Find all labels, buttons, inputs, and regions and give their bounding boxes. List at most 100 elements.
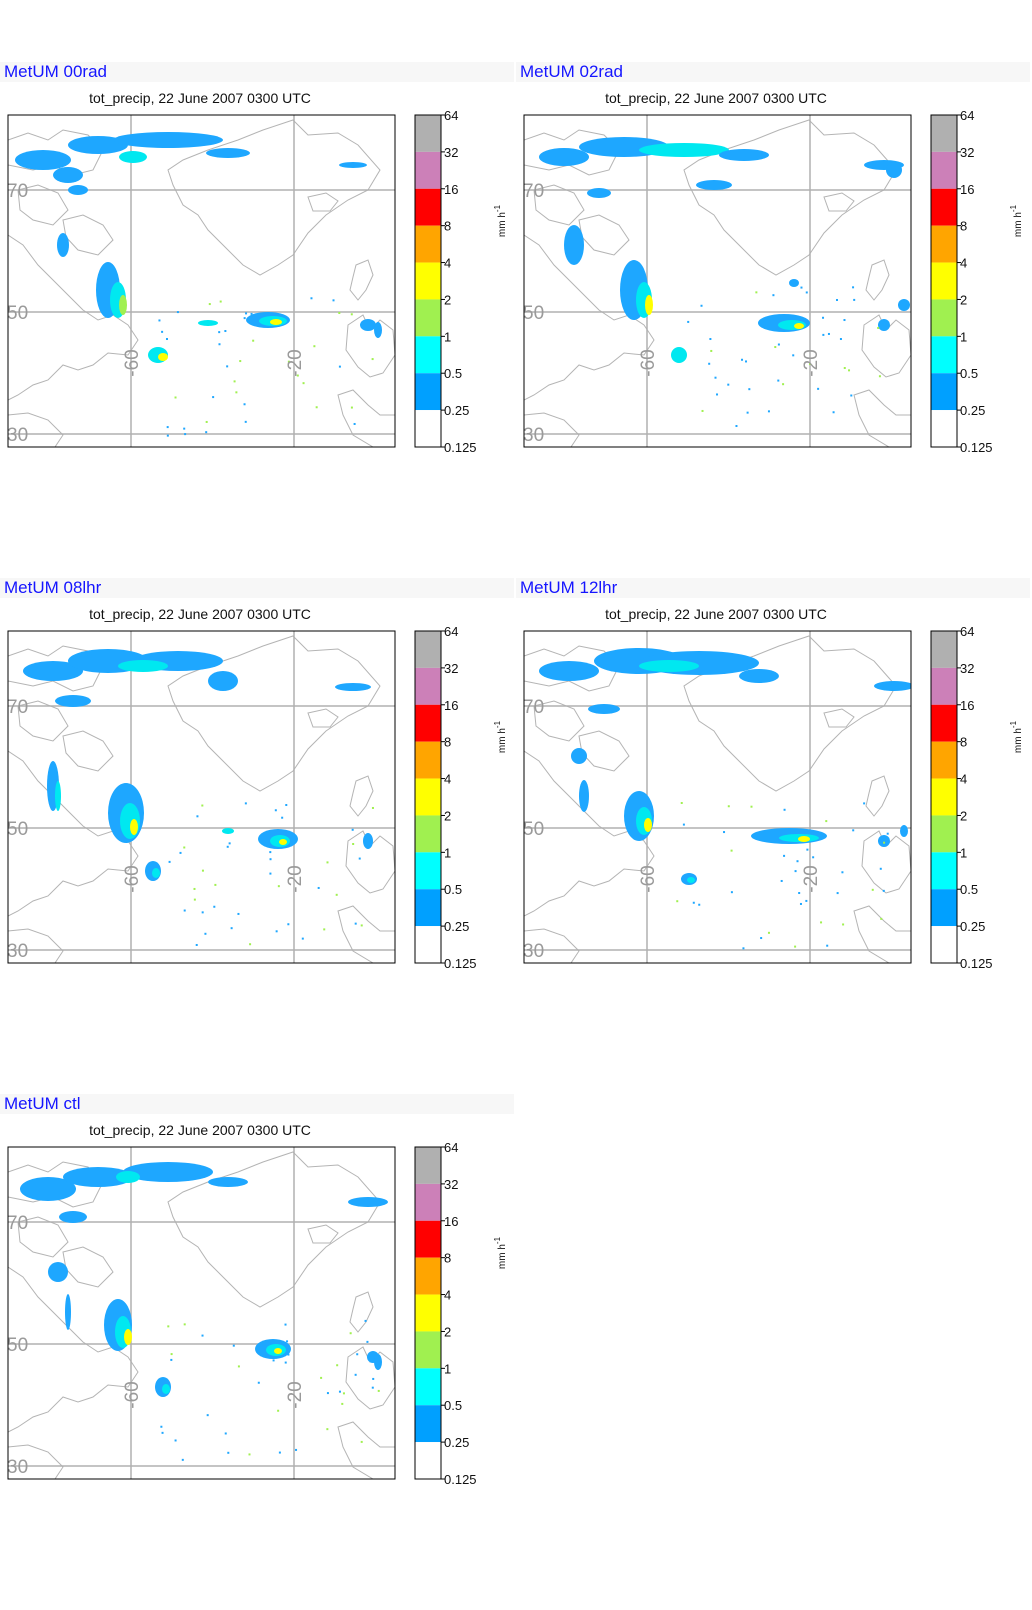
precip-spot — [230, 927, 233, 930]
colorbar-segment — [415, 1331, 441, 1369]
precip-area-light — [348, 1197, 388, 1207]
precip-spot — [335, 893, 338, 896]
colorbar-level-label: 4 — [444, 772, 451, 787]
precip-spot — [269, 872, 272, 875]
colorbar-level-label: 16 — [444, 182, 458, 197]
colorbar-level-label: 64 — [444, 624, 458, 639]
precip-spot — [683, 877, 686, 880]
precip-spot — [832, 411, 835, 414]
colorbar-segment — [931, 336, 957, 374]
precip-spot — [352, 843, 355, 846]
precip-spot — [746, 411, 749, 414]
colorbar-segment — [415, 1220, 441, 1258]
precip-area-light — [48, 1262, 68, 1282]
precip-spot — [326, 1392, 329, 1395]
colorbar-segment — [931, 704, 957, 742]
map-frame — [7, 630, 396, 964]
precip-spot — [317, 886, 320, 889]
precip-spot — [852, 829, 855, 832]
precip-spot — [358, 857, 361, 860]
precip-spot — [783, 808, 786, 811]
precip-spot — [780, 879, 783, 882]
colorbar-level-label: 1 — [444, 1361, 451, 1376]
precip-spot — [232, 1344, 235, 1347]
coastline — [853, 389, 911, 447]
colorbar-segment — [415, 704, 441, 742]
map-plot: 70 50 30 -60 -20 64 32 16 8 4 2 1 0.5 0.25 0.125 mm h-1 — [523, 624, 1024, 971]
precip-spot — [224, 330, 227, 333]
precip-area-light — [68, 185, 88, 195]
precip-area-light — [900, 825, 908, 837]
coastline — [853, 905, 911, 963]
colorbar-level-label: 0.5 — [960, 882, 978, 897]
colorbar-segment — [415, 1257, 441, 1295]
precip-spot — [714, 376, 717, 379]
colorbar-level-label: 1 — [444, 329, 451, 344]
colorbar-segment — [931, 631, 957, 668]
colorbar-level-label: 0.125 — [960, 440, 993, 455]
colorbar-segment — [931, 852, 957, 890]
precip-spot — [244, 802, 247, 805]
precip-spot — [208, 303, 211, 306]
precip-spot — [237, 912, 240, 915]
precip-spot — [774, 346, 777, 349]
precip-area-moderate — [162, 1384, 170, 1394]
precip-spot — [356, 1353, 359, 1356]
precip-spot — [166, 426, 169, 429]
precip-spot — [237, 1365, 240, 1368]
precip-spot — [278, 1451, 281, 1454]
precip-spot — [796, 860, 799, 863]
precip-spot — [228, 842, 231, 845]
precip-spot — [205, 431, 208, 434]
precip-spot — [181, 1458, 184, 1461]
colorbar-unit-label: mm h-1 — [493, 204, 508, 237]
colorbar-segment — [415, 262, 441, 300]
panel-title: MetUM 08lhr — [0, 578, 514, 598]
precip-spot — [167, 1325, 170, 1328]
precip-area-moderate — [671, 347, 687, 363]
precip-area-moderate — [639, 143, 729, 157]
precip-spot — [841, 871, 844, 874]
colorbar-level-label: 0.5 — [444, 882, 462, 897]
precip-spot — [245, 312, 248, 315]
coastline — [349, 259, 374, 301]
precip-area-light — [339, 162, 367, 168]
colorbar-level-label: 0.25 — [960, 919, 985, 934]
colorbar-segment — [415, 1405, 441, 1443]
precip-spot — [296, 374, 299, 377]
colorbar-segment — [931, 778, 957, 816]
precip-spot — [883, 841, 886, 844]
precip-area-light — [874, 681, 911, 691]
precip-area-light — [878, 835, 890, 847]
longitude-label: -20 — [801, 865, 822, 892]
colorbar-segment — [415, 852, 441, 890]
colorbar-segment — [415, 1368, 441, 1406]
colorbar-segment — [931, 188, 957, 226]
precip-spot — [183, 427, 186, 430]
precip-spot — [233, 380, 236, 383]
colorbar-level-label: 8 — [960, 735, 967, 750]
colorbar-level-label: 32 — [960, 145, 974, 160]
precip-area-light — [564, 225, 584, 265]
precip-spot — [214, 883, 217, 886]
panel-12lhr: MetUM 12lhr tot_precip, 22 June 2007 030… — [516, 578, 1032, 1094]
coastline — [8, 412, 64, 447]
colorbar-segment — [931, 410, 957, 447]
colorbar-segment — [415, 410, 441, 447]
colorbar-segment — [931, 151, 957, 189]
coastline — [8, 928, 64, 963]
precip-spot — [882, 889, 885, 892]
precip-spot — [682, 823, 685, 826]
precip-spot — [160, 1425, 163, 1428]
colorbar: 64 32 16 8 4 2 1 0.5 0.25 0.125 — [930, 108, 993, 455]
precip-spot — [723, 831, 726, 834]
precip-spot — [174, 1439, 177, 1442]
precip-area-light — [23, 661, 83, 681]
colorbar-level-label: 0.25 — [444, 1435, 469, 1450]
precip-area-intense — [644, 818, 652, 832]
colorbar-segment — [415, 667, 441, 705]
map-area: 70 50 30 -60 -20 — [8, 1147, 395, 1479]
precip-spot — [863, 802, 866, 805]
precip-area-light — [55, 695, 91, 707]
coastline — [307, 708, 339, 728]
